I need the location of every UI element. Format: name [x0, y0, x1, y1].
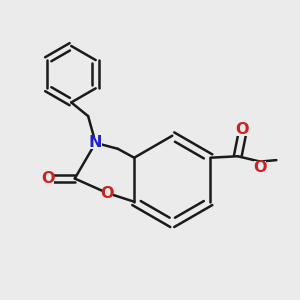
Bar — [101, 187, 113, 199]
Text: N: N — [89, 135, 102, 150]
Text: O: O — [253, 160, 267, 175]
Text: O: O — [101, 186, 114, 201]
Bar — [90, 137, 101, 149]
Text: O: O — [236, 122, 249, 137]
Bar — [254, 161, 266, 173]
Bar — [236, 124, 248, 136]
Bar — [42, 172, 54, 184]
Text: O: O — [41, 171, 55, 186]
